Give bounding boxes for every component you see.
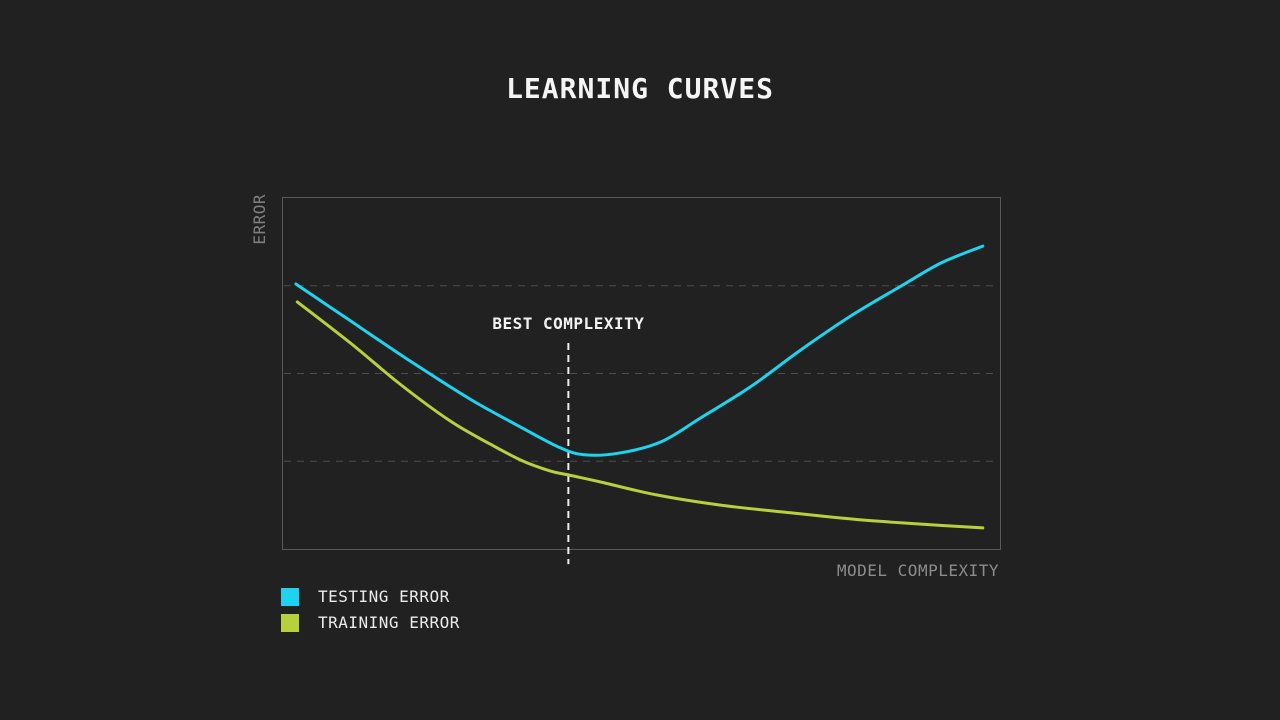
series-line-testing-error — [294, 244, 985, 457]
legend-label: TESTING ERROR — [318, 587, 450, 606]
legend-item: TESTING ERROR — [281, 588, 460, 606]
plot-area: BEST COMPLEXITY — [282, 197, 1001, 565]
legend-item: TRAINING ERROR — [281, 614, 460, 632]
y-axis-label: ERROR — [250, 194, 269, 245]
legend-swatch-training-error — [281, 614, 299, 632]
series-line-training-error — [295, 300, 985, 530]
best-complexity-label: BEST COMPLEXITY — [492, 314, 645, 333]
page-title: LEARNING CURVES — [506, 72, 774, 105]
legend: TESTING ERROR TRAINING ERROR — [281, 588, 460, 640]
chart-svg — [284, 244, 999, 565]
legend-swatch-testing-error — [281, 588, 299, 606]
legend-label: TRAINING ERROR — [318, 613, 460, 632]
x-axis-label: MODEL COMPLEXITY — [836, 561, 999, 580]
